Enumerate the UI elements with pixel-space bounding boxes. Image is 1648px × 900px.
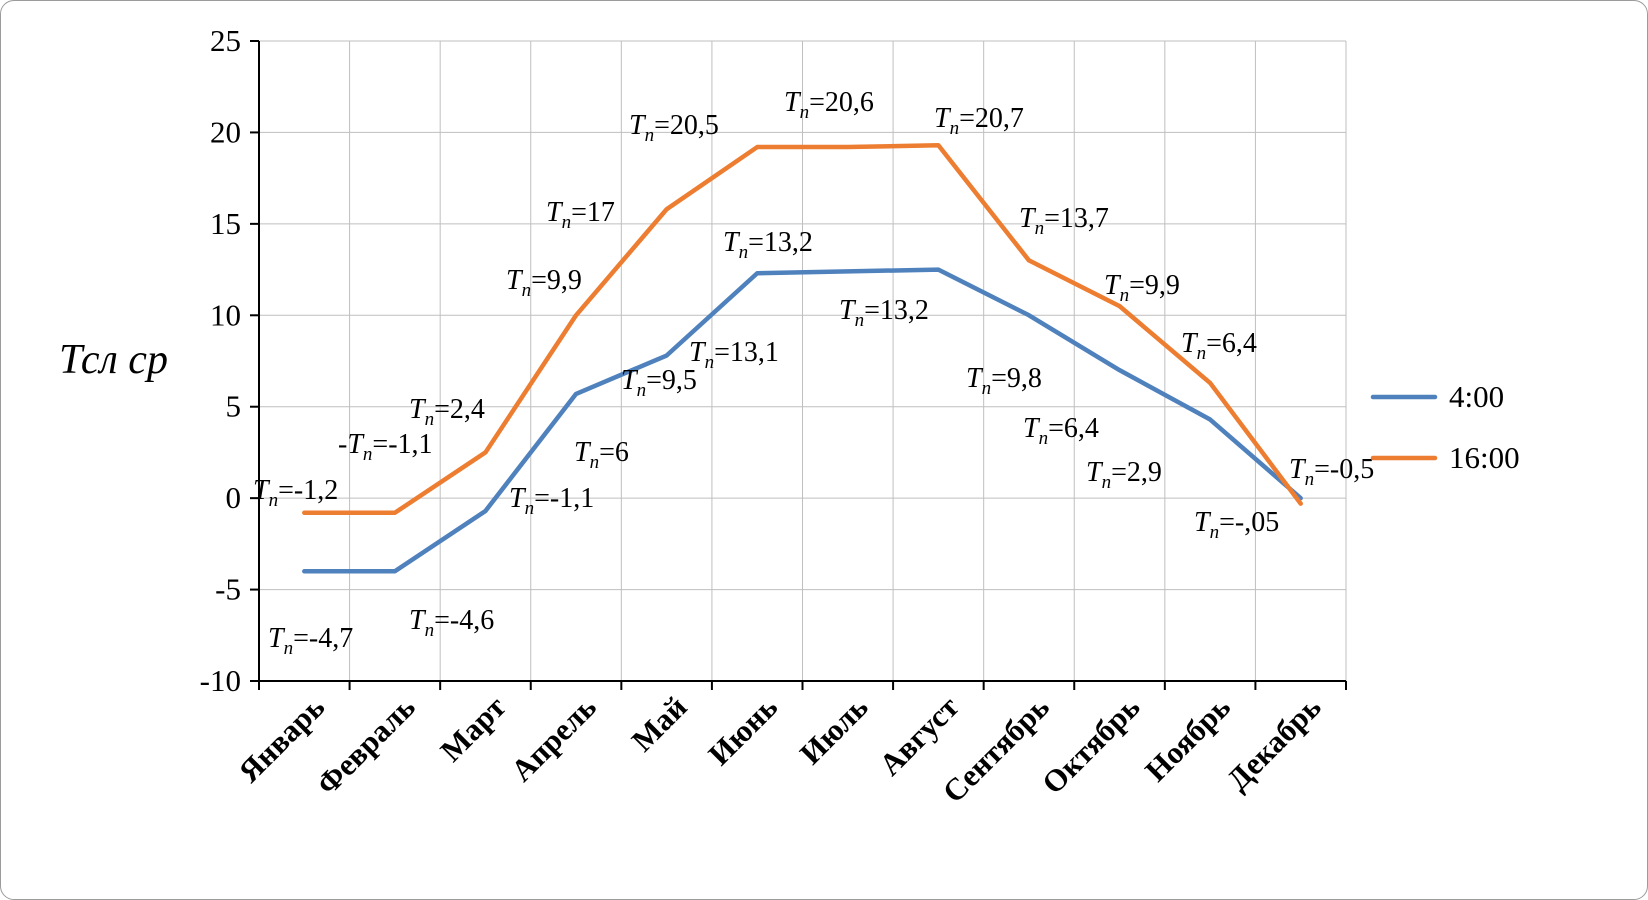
series-line-400 <box>302 267 1303 574</box>
x-axis-month-label: Март <box>433 689 512 768</box>
data-label-annotation: Tn=20,5 <box>629 110 719 146</box>
data-label-annotation: Tn=-1,2 <box>253 475 338 511</box>
data-label-annotation: Tn=13,2 <box>723 227 813 263</box>
y-axis-tick-label: 25 <box>210 23 241 58</box>
data-label-annotation: Tn=9,8 <box>966 363 1042 399</box>
data-label-annotation: Tn=6,4 <box>1181 328 1257 364</box>
legend-label: 16:00 <box>1449 440 1520 475</box>
data-label-annotation: Tn=13,7 <box>1019 203 1109 239</box>
data-label-annotation: Tn=2,4 <box>409 394 485 430</box>
data-label-annotation: Tn=17 <box>546 197 615 233</box>
legend-label: 4:00 <box>1449 379 1504 414</box>
data-label-annotation: Tn=2,9 <box>1086 457 1162 493</box>
data-label-annotation: Tn=9,9 <box>506 265 582 301</box>
y-axis-tick-label: -5 <box>215 572 241 607</box>
data-label-annotation: Tn=-,05 <box>1194 507 1279 543</box>
data-label-annotation: Tn=6 <box>574 437 629 473</box>
y-axis-tick-label: 0 <box>226 480 242 515</box>
data-label-annotation: Tn=-4,6 <box>409 605 494 641</box>
x-axis-month-label: Февраль <box>309 689 421 801</box>
x-axis-month-label: Октябрь <box>1035 689 1147 801</box>
data-label-annotation: Tn=13,2 <box>839 295 929 331</box>
data-label-annotation: Tn=6,4 <box>1023 413 1099 449</box>
data-label-annotation: Tn=-1,1 <box>509 483 594 519</box>
x-axis-month-label: Апрель <box>504 689 603 788</box>
y-axis-tick-label: -10 <box>200 663 241 698</box>
data-label-annotation: Tn=9,9 <box>1104 270 1180 306</box>
series-line-1600 <box>302 142 1303 516</box>
data-label-annotation: Tn=20,7 <box>934 103 1024 139</box>
data-label-annotation: Tn=9,5 <box>621 365 697 401</box>
data-label-annotation: Tn=-4,7 <box>268 623 353 659</box>
x-axis-month-label: Декабрь <box>1220 689 1328 797</box>
data-label-annotation: Tn=-0,5 <box>1289 454 1374 490</box>
data-label-annotation: -Tn=-1,1 <box>338 429 433 465</box>
data-label-annotation: Tn=13,1 <box>689 337 779 373</box>
x-axis-month-label: Июль <box>793 689 875 771</box>
y-axis-tick-label: 10 <box>210 297 241 332</box>
y-axis-tick-label: 20 <box>210 114 241 149</box>
data-label-annotation: Tn=20,6 <box>784 87 874 123</box>
x-axis-month-label: Май <box>625 689 694 758</box>
y-axis-title: Тсл ср <box>59 337 168 383</box>
y-axis-tick-label: 5 <box>226 389 242 424</box>
x-axis-month-label: Июнь <box>701 689 784 772</box>
y-axis-tick-label: 15 <box>210 206 241 241</box>
